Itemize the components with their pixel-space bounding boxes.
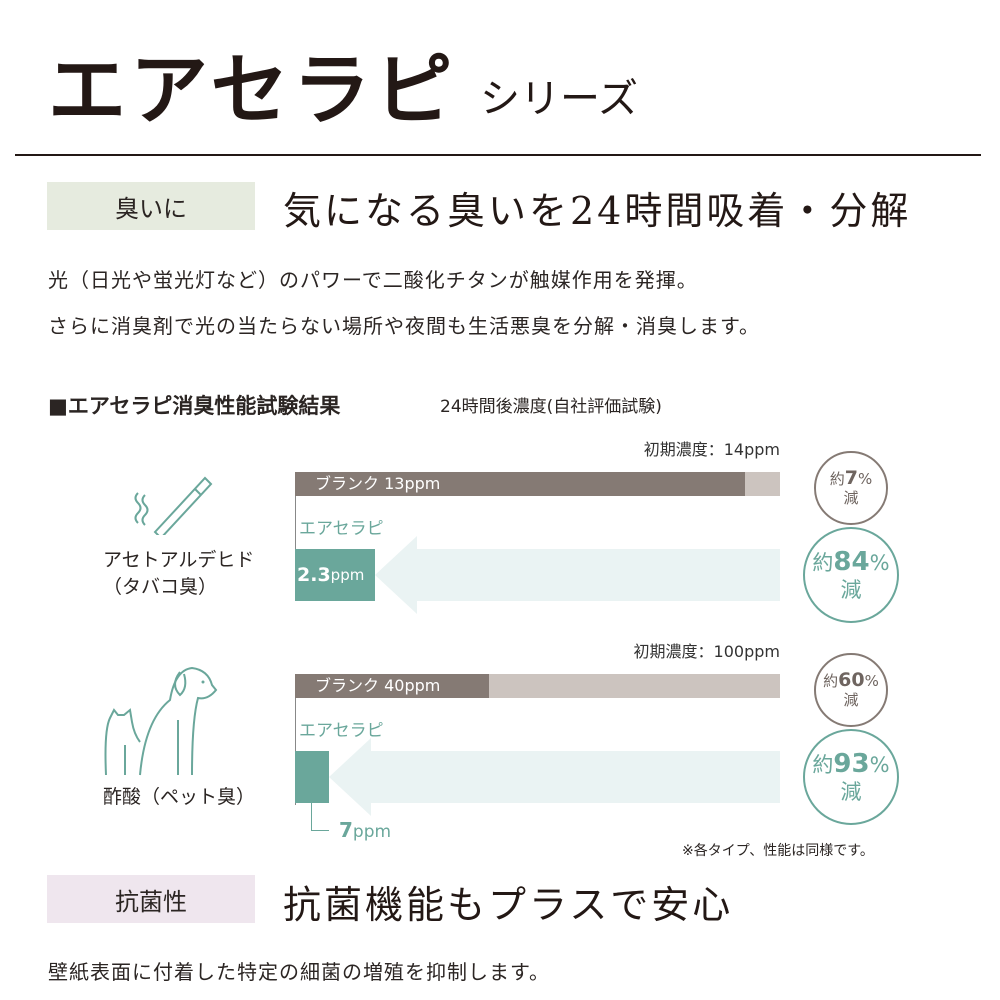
product-value-label: 7ppm	[339, 818, 392, 842]
section-headline: 抗菌機能もプラスで安心	[283, 883, 734, 927]
blank-bar: ブランク 40ppm	[295, 674, 489, 698]
blank-bar: ブランク 13ppm	[295, 472, 746, 496]
reduction-arrow	[328, 738, 780, 816]
section-tag-antibacterial: 抗菌性	[47, 875, 255, 923]
blank-reduction-badge: 約60% 減	[814, 653, 888, 727]
initial-concentration-label: 初期濃度：14ppm	[643, 440, 780, 459]
product-value: 2.3	[297, 564, 331, 586]
product-bar: 2.3 ppm	[295, 549, 375, 601]
page-subtitle: シリーズ	[480, 76, 638, 122]
blank-reduction-badge: 約7% 減	[814, 451, 888, 525]
dog-cat-icon	[104, 666, 218, 776]
odor-label: （タバコ臭）	[103, 576, 218, 598]
section-headline: 気になる臭いを24時間吸着・分解	[283, 189, 912, 233]
product-reduction-badge: 約84% 減	[803, 527, 899, 623]
product-unit: ppm	[330, 566, 365, 584]
body-text: さらに消臭剤で光の当たらない場所や夜間も生活悪臭を分解・消臭します。	[48, 314, 760, 338]
reduction-arrow	[374, 536, 780, 614]
initial-concentration-label: 初期濃度：100ppm	[633, 642, 780, 661]
product-reduction-badge: 約93% 減	[803, 729, 899, 825]
odor-label: 酢酸（ペット臭）	[103, 786, 256, 808]
leader-line	[311, 776, 329, 831]
axis-line	[295, 496, 296, 600]
chart-title: ■エアセラピ消臭性能試験結果	[48, 394, 341, 418]
section-tag-odor: 臭いに	[47, 182, 255, 230]
body-text: 壁紙表面に付着した特定の細菌の増殖を抑制します。	[48, 960, 550, 984]
odor-label: アセトアルデヒド	[103, 549, 255, 571]
footnote: ※各タイプ、性能は同様です。	[682, 843, 874, 859]
cigarette-icon	[134, 476, 213, 535]
product-name: エアセラピ	[299, 721, 384, 741]
body-text: 光（日光や蛍光灯など）のパワーで二酸化チタンが触媒作用を発揮。	[48, 268, 698, 292]
page-title: エアセラピ	[48, 46, 457, 136]
chart-subtitle: 24時間後濃度(自社評価試験)	[440, 397, 662, 417]
divider	[15, 154, 981, 156]
product-name: エアセラピ	[299, 519, 384, 539]
